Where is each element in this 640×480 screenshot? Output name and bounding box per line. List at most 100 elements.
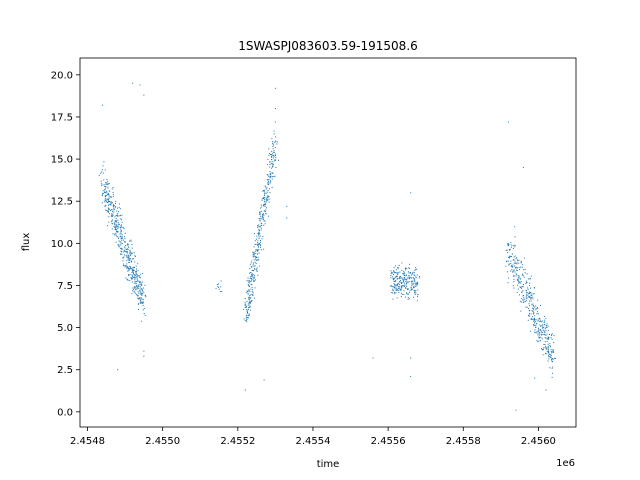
data-point (112, 191, 114, 193)
data-point (143, 313, 145, 315)
data-point (115, 227, 117, 229)
data-point (265, 188, 267, 190)
data-point (534, 306, 536, 308)
data-point (401, 277, 403, 279)
data-point (258, 224, 260, 226)
data-point (109, 208, 111, 210)
data-point (117, 369, 119, 371)
data-point (268, 188, 270, 190)
data-point (252, 265, 254, 267)
data-point (129, 253, 131, 255)
data-point (531, 294, 533, 296)
data-point (532, 298, 534, 300)
data-point (525, 306, 527, 308)
data-point (252, 254, 254, 256)
data-point (119, 236, 121, 238)
data-point (522, 299, 524, 301)
data-point (547, 360, 549, 362)
data-point (117, 215, 119, 217)
data-point (116, 228, 118, 230)
data-point (551, 367, 553, 369)
data-point (399, 289, 401, 291)
data-point (529, 278, 531, 280)
data-point (549, 345, 551, 347)
data-point (116, 213, 118, 215)
data-point (105, 209, 107, 211)
data-point (525, 280, 527, 282)
data-point (124, 264, 126, 266)
data-point (273, 150, 275, 152)
data-point (530, 275, 532, 277)
data-point (543, 349, 545, 351)
data-point (257, 244, 259, 246)
data-point (118, 240, 120, 242)
data-point (260, 217, 262, 219)
data-point (139, 282, 141, 284)
data-point (555, 357, 557, 359)
y-tick-label: 17.5 (51, 112, 73, 123)
data-point (257, 246, 259, 248)
data-point (131, 258, 133, 260)
data-point (101, 195, 103, 197)
data-point (405, 287, 407, 289)
data-point (536, 340, 538, 342)
data-point (259, 244, 261, 246)
data-point (399, 271, 401, 273)
data-point (141, 302, 143, 304)
data-point (398, 283, 400, 285)
data-point (139, 289, 141, 291)
data-point (251, 291, 253, 293)
data-point (413, 277, 415, 279)
data-point (250, 283, 252, 285)
data-point (131, 268, 133, 270)
data-point (410, 271, 412, 273)
data-point (417, 289, 419, 291)
data-point (541, 325, 543, 327)
data-point (126, 250, 128, 252)
data-point (521, 266, 523, 268)
data-point (128, 274, 130, 276)
data-point (544, 344, 546, 346)
data-point (253, 246, 255, 248)
data-point (129, 258, 131, 260)
data-point (510, 246, 512, 248)
data-point (133, 273, 135, 275)
data-point (112, 206, 114, 208)
data-point (390, 285, 392, 287)
data-point (272, 151, 274, 153)
data-point (400, 288, 402, 290)
data-point (539, 324, 541, 326)
y-tick-label: 7.5 (57, 281, 73, 292)
data-point (539, 332, 541, 334)
data-point (400, 285, 402, 287)
y-axis-label: flux (21, 233, 32, 252)
data-point (251, 269, 253, 271)
data-point (537, 330, 539, 332)
data-point (130, 260, 132, 262)
data-point (412, 277, 414, 279)
data-point (252, 253, 254, 255)
data-point (115, 234, 117, 236)
data-point (507, 121, 509, 123)
data-point (255, 263, 257, 265)
data-point (259, 233, 261, 235)
data-point (124, 236, 126, 238)
data-point (535, 305, 537, 307)
data-point (112, 194, 114, 196)
data-point (269, 152, 271, 154)
data-point (397, 267, 399, 268)
data-point (132, 287, 134, 289)
data-point (251, 260, 253, 262)
data-point (515, 267, 517, 269)
data-point (131, 252, 133, 254)
data-point (135, 288, 137, 290)
data-point (533, 323, 535, 325)
data-point (130, 277, 132, 279)
data-point (549, 333, 551, 335)
data-point (248, 295, 250, 297)
data-point (132, 268, 134, 270)
data-point (121, 237, 123, 239)
data-point (113, 208, 115, 210)
data-point (101, 183, 103, 185)
data-point (250, 302, 252, 304)
